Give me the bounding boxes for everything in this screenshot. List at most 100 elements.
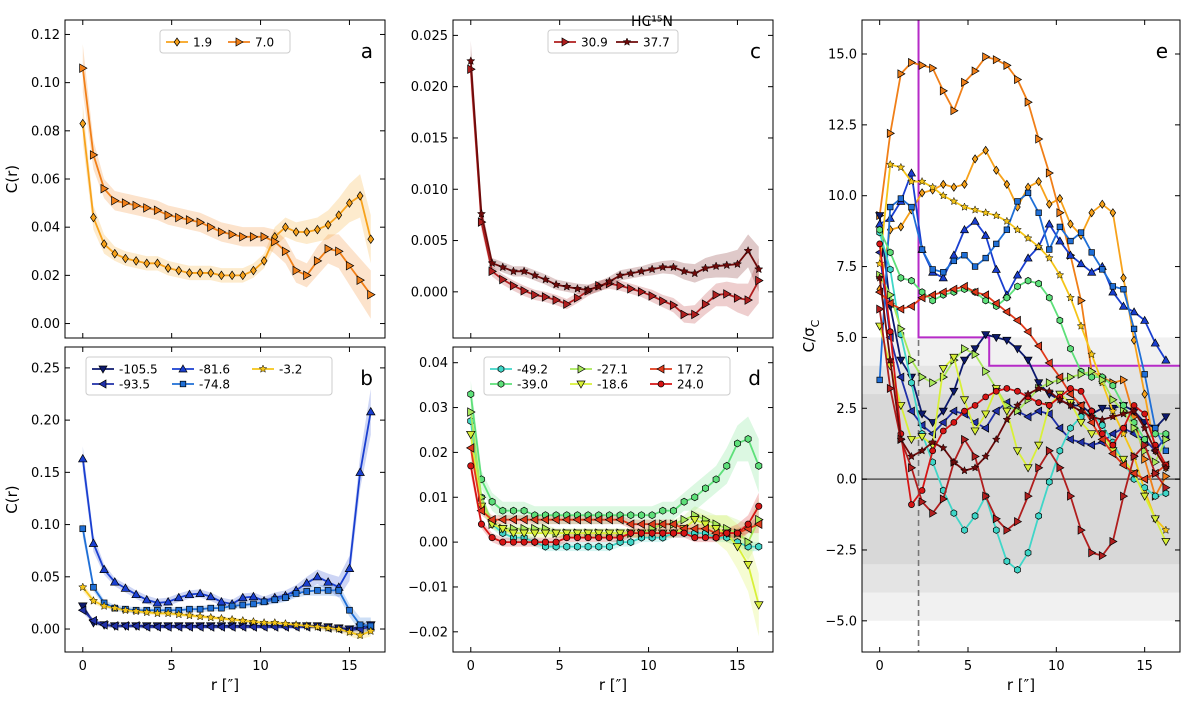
data-point [1150, 515, 1160, 524]
y-tick-label: 0.10 [31, 518, 60, 533]
data-point [917, 410, 927, 419]
legend-label: 17.2 [677, 363, 704, 377]
y-tick-label: 0.020 [411, 80, 448, 95]
data-point [324, 219, 332, 230]
series-a-0 [79, 118, 375, 281]
data-point [552, 538, 560, 546]
data-point [260, 256, 268, 266]
data-point [981, 230, 991, 239]
data-point [701, 484, 709, 493]
data-point [723, 529, 731, 537]
series-line [81, 411, 372, 605]
data-point [207, 222, 216, 232]
series-e-14 [875, 273, 1171, 475]
data-point [875, 273, 885, 282]
data-point [1033, 341, 1043, 351]
x-tick-label: 10 [640, 659, 657, 674]
data-point [1023, 356, 1033, 365]
threshold-line [917, 20, 1180, 367]
data-point [250, 265, 257, 276]
data-point [908, 203, 915, 211]
data-point [131, 589, 141, 599]
data-point [1023, 412, 1032, 422]
series-line [81, 123, 372, 277]
data-point [1099, 266, 1106, 273]
legend-label: 24.0 [677, 378, 704, 392]
data-point [886, 328, 894, 336]
data-point [1067, 219, 1074, 229]
data-point [573, 293, 583, 303]
data-point [99, 564, 109, 573]
data-point [1055, 270, 1065, 279]
data-point [1067, 385, 1074, 392]
data-point [335, 210, 343, 220]
data-point [248, 616, 259, 626]
data-point [701, 534, 709, 542]
y-tick-label: 0.005 [411, 234, 448, 249]
legend-label: -3.2 [279, 363, 302, 377]
legend-marker [622, 37, 632, 46]
data-point [875, 212, 885, 221]
data-point [1162, 447, 1170, 454]
data-point [1065, 250, 1076, 259]
data-point [929, 266, 936, 273]
data-point [980, 290, 990, 300]
data-point [1077, 295, 1086, 306]
data-point [1003, 557, 1011, 566]
data-point [1024, 491, 1033, 501]
data-point [604, 276, 615, 286]
data-point [917, 293, 926, 303]
data-point [896, 304, 905, 314]
data-point [1076, 437, 1085, 447]
data-point [77, 605, 87, 616]
data-point [1120, 286, 1127, 293]
data-point [196, 217, 206, 228]
y-tick-label: 7.5 [836, 260, 857, 275]
series-line [469, 393, 760, 517]
data-point [907, 451, 916, 461]
data-point [691, 309, 700, 320]
data-point [1056, 446, 1064, 455]
data-point [637, 511, 645, 520]
data-point [313, 256, 323, 266]
y-tick-label: 2.5 [836, 402, 857, 417]
data-point [324, 244, 334, 254]
data-point [249, 232, 259, 242]
data-point [1045, 378, 1054, 388]
legend-marker [576, 380, 586, 389]
data-point [1099, 199, 1106, 209]
data-point [282, 222, 289, 232]
series-line [469, 60, 760, 291]
y-tick-label: 10.0 [828, 189, 857, 204]
data-point [1055, 423, 1064, 433]
data-point [648, 291, 658, 301]
data-point [744, 434, 752, 443]
data-point [573, 534, 581, 542]
legend-label: -93.5 [119, 378, 150, 392]
data-point [1109, 441, 1117, 449]
legend-b: -105.5-93.5 -81.6-74.8 -3.2 [85, 356, 333, 396]
data-point [929, 63, 938, 73]
data-point [355, 630, 365, 640]
data-point [1151, 429, 1159, 438]
data-point [79, 63, 88, 73]
data-point [1046, 246, 1053, 253]
data-point [207, 604, 215, 612]
axes-frame-b [64, 346, 386, 653]
data-point [551, 514, 560, 525]
data-point [961, 407, 968, 415]
data-point [1002, 216, 1012, 225]
data-point [467, 407, 476, 417]
data-point [572, 529, 583, 539]
data-point [488, 266, 498, 277]
data-point [1077, 525, 1086, 535]
y-axis-label-sub: C [809, 319, 822, 327]
data-point [1109, 208, 1117, 218]
data-point [90, 212, 97, 223]
data-point [237, 622, 247, 632]
data-point [541, 292, 551, 302]
x-tick-label: 0 [467, 659, 475, 674]
data-point [594, 281, 604, 291]
axes-frame-d [452, 346, 774, 653]
series-line [81, 68, 372, 296]
